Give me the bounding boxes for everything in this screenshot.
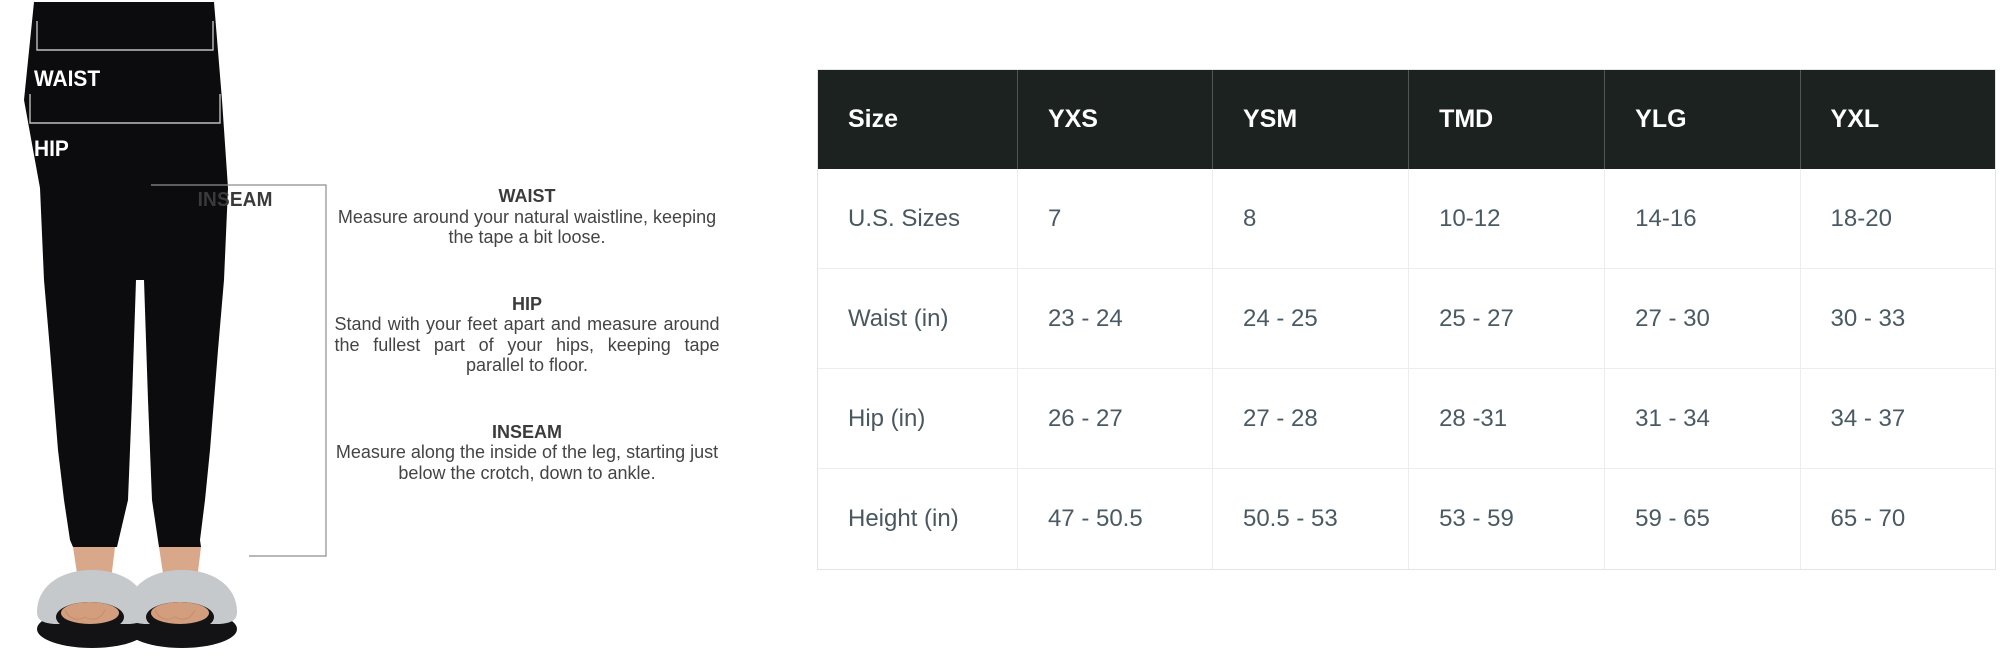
- svg-text:HIP: HIP: [34, 137, 69, 162]
- svg-text:INSEAM: INSEAM: [198, 189, 273, 212]
- svg-text:WAIST: WAIST: [34, 67, 100, 92]
